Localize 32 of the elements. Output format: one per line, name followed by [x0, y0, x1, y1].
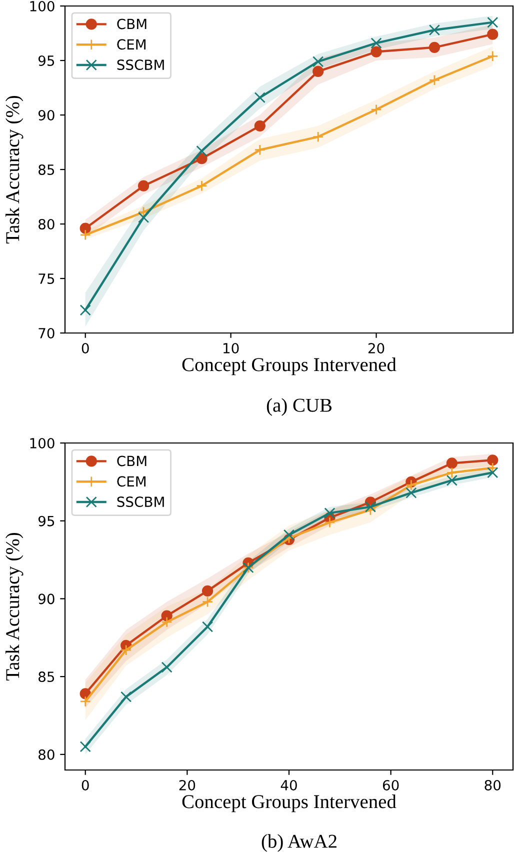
y-axis-title: Task Accuracy (%): [6, 96, 24, 244]
x-tick-label: 0: [82, 342, 89, 354]
x-tick-label: 0: [82, 780, 89, 790]
x-tick-label: 40: [280, 780, 297, 790]
legend-label: SSCBM: [117, 60, 164, 70]
y-tick-label: 90: [38, 594, 54, 604]
text: (b) AwA2: [262, 834, 336, 852]
x-axis-title: Concept Groups Intervened: [182, 794, 396, 812]
y-axis-title: Task Accuracy (%): [6, 532, 24, 681]
x-tick-label: 80: [484, 780, 501, 790]
legend-label: CBM: [117, 18, 146, 30]
y-tick-label: 80: [38, 749, 54, 760]
x-tick-label: 60: [382, 780, 399, 790]
x-tick-label: 20: [179, 780, 196, 790]
y-tick-label: 85: [38, 164, 54, 175]
legend-label: CBM: [117, 456, 146, 466]
text: (a) CUB: [266, 398, 332, 416]
y-tick-label: 75: [38, 274, 54, 284]
y-tick-label: 100: [30, 438, 54, 448]
legend-label: CEM: [117, 476, 146, 487]
legend-label: CEM: [117, 39, 146, 50]
x-tick-label: 10: [224, 342, 239, 354]
y-tick-label: 70: [38, 328, 54, 338]
x-tick-label: 20: [368, 342, 384, 354]
y-tick-label: 80: [38, 218, 54, 230]
y-tick-label: 95: [38, 516, 54, 526]
y-tick-label: 85: [38, 672, 54, 682]
y-tick-label: 100: [30, 0, 54, 12]
y-tick-label: 90: [38, 110, 54, 120]
legend-label: SSCBM: [117, 496, 164, 508]
x-axis-title: Concept Groups Intervened: [182, 358, 396, 376]
y-tick-label: 95: [38, 55, 54, 66]
